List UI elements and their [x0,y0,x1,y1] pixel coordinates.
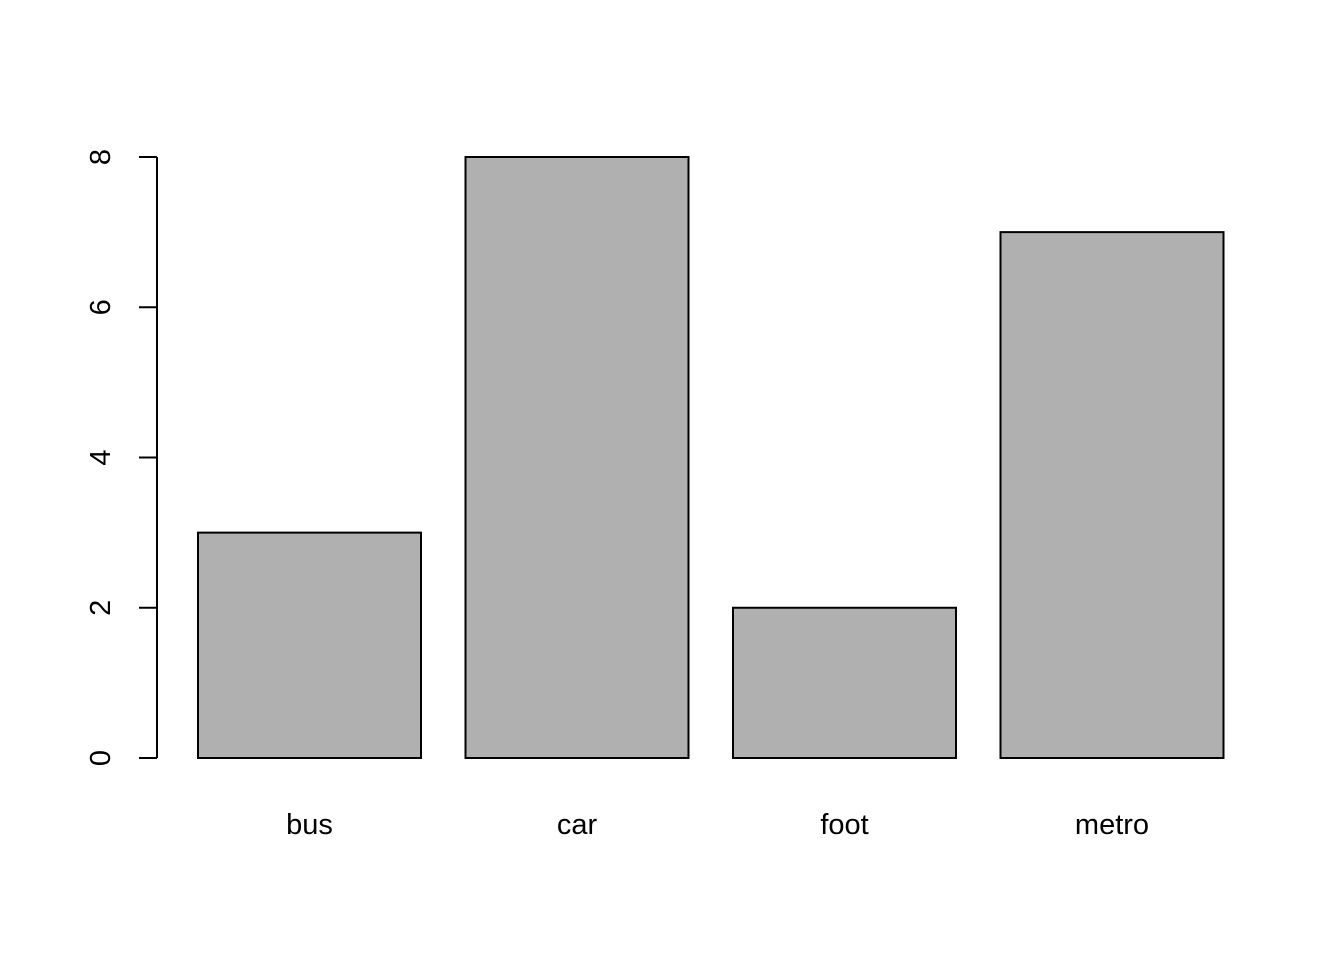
bars [197,156,1225,759]
bar-metro [999,231,1225,759]
x-axis-labels: bus car foot metro [286,809,1149,841]
bar-bus [197,531,422,759]
x-tick-label-foot: foot [820,809,868,841]
bar-car [464,156,690,759]
x-tick-label-car: car [557,809,598,841]
y-tick-label-8: 8 [85,149,117,165]
bar-foot [732,606,957,759]
y-tick-label-6: 6 [85,299,117,315]
x-tick-label-metro: metro [1075,809,1149,841]
y-axis: 0 2 4 6 8 [85,149,158,766]
y-tick-label-0: 0 [85,750,117,766]
y-tick-label-4: 4 [85,449,117,465]
x-tick-label-bus: bus [286,809,333,841]
y-tick-label-2: 2 [85,600,117,616]
